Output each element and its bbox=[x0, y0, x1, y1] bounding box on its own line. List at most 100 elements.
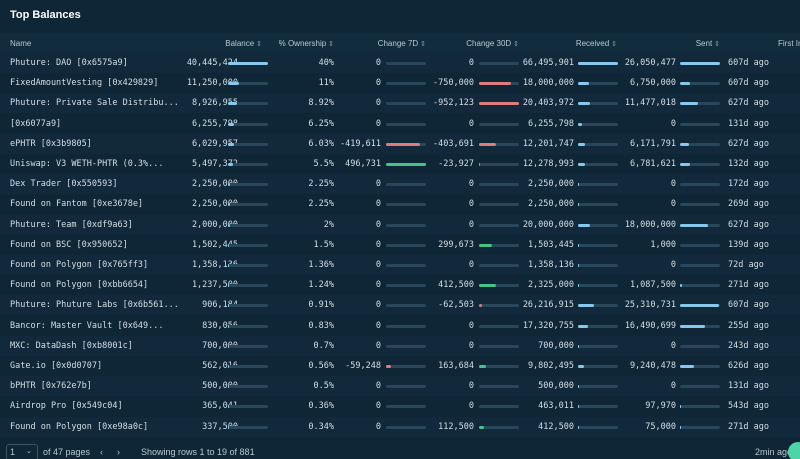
value-bar bbox=[479, 163, 480, 166]
cell: 131d ago bbox=[728, 118, 769, 129]
account-name: [0x6077a9] bbox=[10, 118, 62, 129]
cell: 6,750,000 bbox=[629, 78, 676, 89]
page-dropdown[interactable]: ⌄ bbox=[26, 448, 32, 455]
table-row: Phuture: Private Sale Distribu... 8,926,9… bbox=[0, 93, 800, 114]
cell: 6,029,957 bbox=[191, 138, 238, 149]
page-number: 1 bbox=[10, 447, 16, 457]
cell: 18,000,000 bbox=[522, 78, 574, 89]
row-summary: Showing rows 1 to 19 of 881 bbox=[141, 447, 255, 457]
bar-track bbox=[386, 243, 426, 247]
bar-track bbox=[479, 142, 519, 146]
value-bar bbox=[578, 102, 591, 106]
value-bar bbox=[228, 344, 229, 348]
value-bar bbox=[680, 102, 698, 106]
bar-track bbox=[578, 183, 618, 187]
bar-track bbox=[578, 82, 618, 86]
cell: 0 bbox=[468, 58, 474, 68]
cell: 0 bbox=[670, 381, 676, 392]
column-header: First In bbox=[778, 38, 800, 51]
cell: 607d ago bbox=[728, 78, 769, 89]
cell: 6,255,798 bbox=[191, 118, 238, 129]
column-header: Change 30D bbox=[466, 38, 519, 51]
value-bar bbox=[578, 122, 582, 126]
cell: 627d ago bbox=[728, 138, 769, 149]
cell: 1,502,445 bbox=[191, 239, 238, 250]
account-name: Found on Polygon [0xe98a0c] bbox=[10, 421, 149, 432]
bar-track bbox=[386, 344, 426, 348]
value-bar bbox=[578, 223, 591, 227]
bar-track bbox=[386, 122, 426, 126]
cell: 0 bbox=[468, 219, 474, 230]
bar-track bbox=[680, 183, 720, 187]
cell: 500,000 bbox=[538, 381, 574, 392]
cell: 2,250,000 bbox=[191, 179, 238, 190]
cell: 0.91% bbox=[308, 300, 334, 311]
cell: 2,325,000 bbox=[527, 280, 574, 291]
bar-track bbox=[228, 264, 268, 267]
cell: 163,684 bbox=[438, 361, 474, 371]
prev-page[interactable]: ‹ bbox=[100, 447, 103, 457]
table-row: Phuture: DAO [0x6575a9] 40,445,424 40% 0 0 66… bbox=[0, 53, 800, 73]
value-bar bbox=[578, 304, 594, 308]
value-bar bbox=[479, 102, 519, 106]
value-bar bbox=[479, 243, 492, 247]
cell: 607d ago bbox=[728, 58, 769, 68]
cell: 8.92% bbox=[308, 98, 334, 109]
bar-track bbox=[479, 122, 519, 126]
bar-track bbox=[578, 142, 618, 146]
bar-track bbox=[479, 183, 519, 187]
page-select[interactable] bbox=[6, 444, 38, 459]
cell: -952,123 bbox=[433, 98, 474, 109]
bar-track bbox=[479, 203, 519, 207]
cell: 496,731 bbox=[345, 159, 381, 169]
table-row: Phuture: Team [0xdf9a63] 2,000,000 2% 0 0 20,… bbox=[0, 214, 800, 235]
bar-track bbox=[228, 405, 268, 409]
cell: 40% bbox=[318, 58, 334, 68]
value-bar bbox=[680, 284, 682, 288]
value-bar bbox=[479, 425, 484, 429]
cell: 1.5% bbox=[313, 239, 334, 250]
cell: 412,500 bbox=[438, 280, 474, 291]
bar-track bbox=[386, 102, 426, 106]
bar-track bbox=[386, 284, 426, 288]
chat-button[interactable] bbox=[788, 442, 800, 459]
bar-track bbox=[386, 62, 426, 65]
value-bar bbox=[578, 243, 579, 247]
account-name: MXC: DataDash [0xb8001c] bbox=[10, 340, 133, 351]
cell: 1,000 bbox=[650, 239, 676, 250]
bar-track bbox=[479, 344, 519, 348]
next-page[interactable]: › bbox=[117, 447, 120, 457]
cell: 0 bbox=[670, 260, 676, 270]
value-bar bbox=[228, 102, 237, 106]
bar-track bbox=[680, 163, 720, 166]
value-bar bbox=[680, 142, 690, 146]
cell: 700,000 bbox=[202, 340, 238, 351]
cell: 0 bbox=[375, 421, 381, 432]
bar-track bbox=[680, 405, 720, 409]
bar-track bbox=[578, 304, 618, 308]
cell: 607d ago bbox=[728, 300, 769, 311]
cell: 299,673 bbox=[438, 239, 474, 250]
cell: 2,000,000 bbox=[191, 219, 238, 230]
account-name: Phuture: Phuture Labs [0x6b561... bbox=[10, 300, 179, 311]
page-count: of 47 pages bbox=[43, 447, 91, 457]
bar-track bbox=[680, 365, 720, 368]
cell: 6.25% bbox=[308, 118, 334, 129]
cell: -750,000 bbox=[433, 78, 474, 89]
account-name: Phuture: Team [0xdf9a63] bbox=[10, 219, 133, 230]
cell: 0 bbox=[375, 179, 381, 190]
bar-track bbox=[578, 223, 618, 227]
bar-track bbox=[386, 264, 426, 267]
bar-track bbox=[479, 425, 519, 429]
cell: 9,240,478 bbox=[629, 361, 676, 371]
cell: 627d ago bbox=[728, 98, 769, 109]
value-bar bbox=[228, 122, 235, 126]
cell: 97,970 bbox=[645, 401, 676, 412]
value-bar bbox=[578, 183, 580, 187]
cell: 0 bbox=[375, 58, 381, 68]
account-name: Phuture: DAO [0x6575a9] bbox=[10, 58, 128, 68]
table-row: Bancor: Master Vault [0x649... 830,056 0.8… bbox=[0, 315, 800, 336]
bar-track bbox=[578, 163, 618, 166]
value-bar bbox=[228, 82, 240, 86]
cell: 9,802,495 bbox=[527, 361, 574, 371]
